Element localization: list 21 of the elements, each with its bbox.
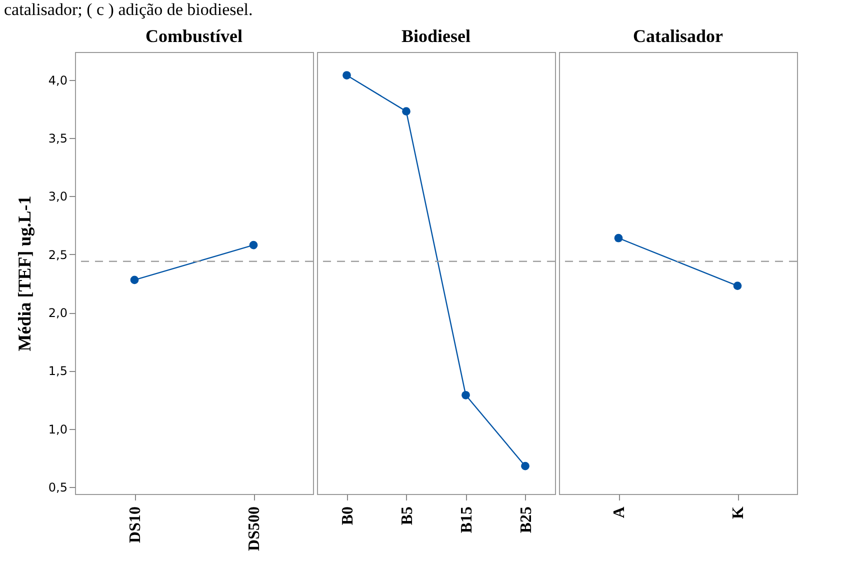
text: catalisador; ( c ) adição de biodiesel. <box>3 0 254 21</box>
x-tick-label: B15 <box>458 506 476 534</box>
x-tick-label: B25 <box>518 506 535 534</box>
chart-title: Combustível <box>145 26 243 46</box>
x-tick-label: B0 <box>339 506 356 526</box>
x-tick-label: A <box>611 506 628 518</box>
chart-title: Biodiesel <box>401 26 471 46</box>
x-tick-label: B5 <box>398 506 416 526</box>
y-tick-label: 1,0 <box>48 422 68 436</box>
y-tick-label: 3,0 <box>48 190 68 204</box>
x-tick-label: DS500 <box>246 506 263 551</box>
y-tick-label: 0,5 <box>48 480 68 495</box>
x-tick-label: DS10 <box>127 506 144 543</box>
chart-title: Catalisador <box>633 26 724 46</box>
y-tick-label: 2,5 <box>48 248 68 262</box>
y-tick-label: 1,5 <box>48 364 68 378</box>
x-tick-label: K <box>730 506 747 519</box>
y-tick-label: 3,5 <box>48 132 68 146</box>
y-axis-title: Média [TEF] ug.L-1 <box>14 196 34 352</box>
y-tick-label: 4,0 <box>48 73 68 88</box>
y-tick-label: 2,0 <box>48 306 68 320</box>
